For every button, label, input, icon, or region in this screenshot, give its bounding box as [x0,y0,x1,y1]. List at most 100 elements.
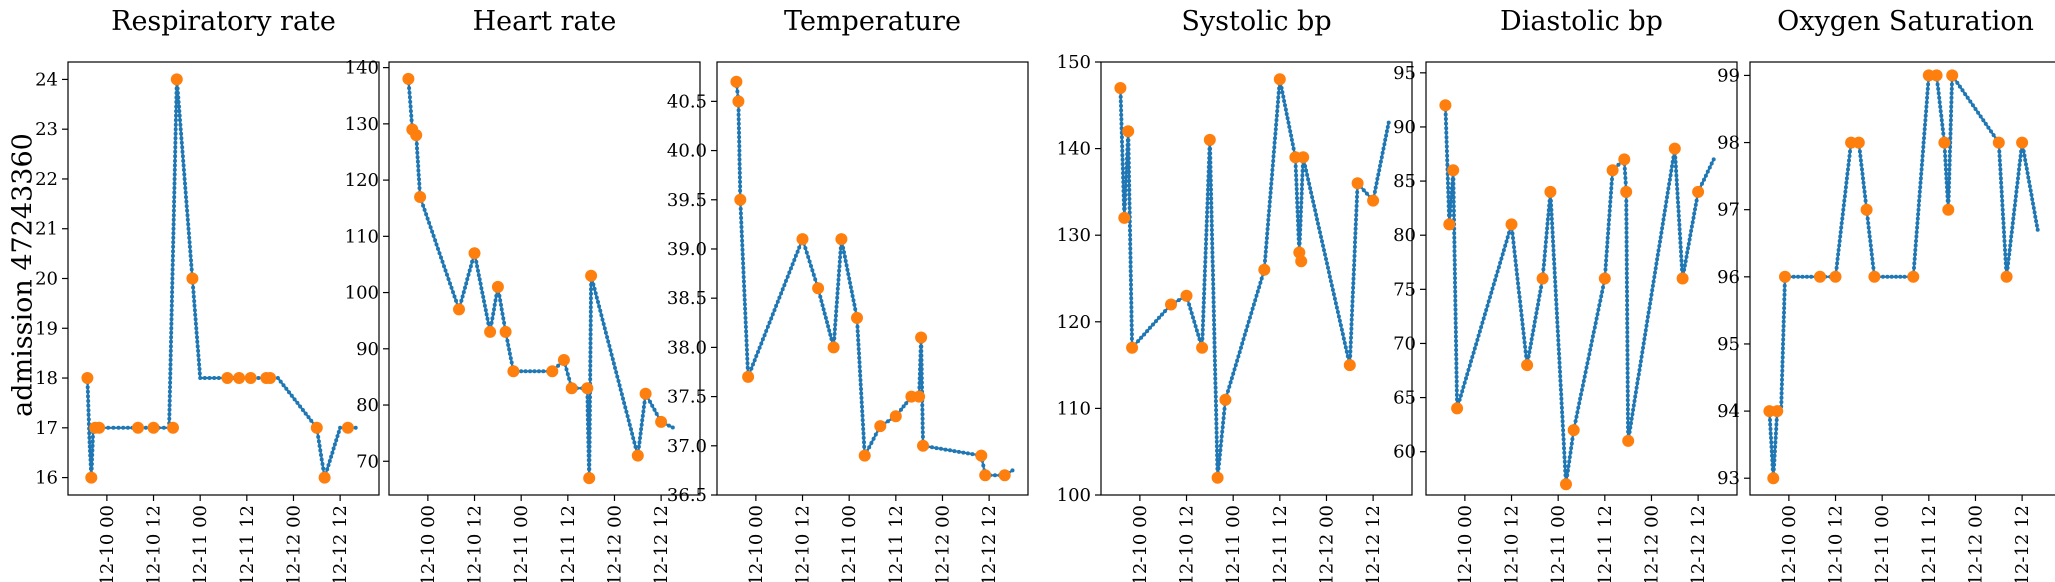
interpolated-point [736,117,741,122]
interpolated-point [616,379,621,383]
interpolated-point [1123,188,1128,193]
interpolated-point [1469,359,1473,364]
interpolated-point [1119,108,1124,113]
interpolated-point [172,181,177,186]
interpolated-point [1205,205,1210,210]
interpolated-point [1563,464,1567,469]
interpolated-point [1902,274,1907,279]
interpolated-point [1840,216,1845,221]
interpolated-point [414,141,419,146]
interpolated-point [567,376,572,381]
interpolated-point [181,163,186,168]
interpolated-point [588,368,593,373]
interpolated-point [1454,361,1459,366]
measured-point [583,472,596,485]
interpolated-point [1584,365,1589,370]
measured-point [414,191,427,203]
interpolated-point [1255,289,1260,294]
interpolated-point [167,416,172,421]
interpolated-point [1779,391,1784,396]
interpolated-point [454,298,458,303]
interpolated-point [615,374,620,379]
y-tick-label: 37.5 [667,387,707,408]
measured-point [1536,272,1549,285]
interpolated-point [1838,230,1843,235]
interpolated-point [2024,162,2028,167]
interpolated-point [846,272,851,277]
measured-point [468,247,481,260]
interpolated-point [1522,340,1527,345]
interpolated-point [858,369,862,374]
interpolated-point [1558,387,1563,392]
y-tick-label: 40.5 [667,91,707,112]
interpolated-point [470,259,475,264]
interpolated-point [466,272,471,277]
interpolated-point [409,113,414,118]
interpolated-point [1625,375,1630,380]
interpolated-point [177,109,182,114]
interpolated-point [183,186,188,190]
interpolated-point [1608,195,1613,200]
measured-point [730,75,743,88]
interpolated-point [1781,342,1785,346]
interpolated-point [483,308,488,313]
interpolated-point [1773,435,1778,440]
interpolated-point [1666,186,1671,191]
interpolated-point [1531,328,1536,333]
interpolated-point [1781,328,1786,333]
interpolated-point [738,211,743,216]
interpolated-point [588,314,593,319]
interpolated-point [1215,448,1219,453]
interpolated-point [603,330,608,335]
interpolated-point [172,195,177,200]
interpolated-point [1922,131,1927,136]
interpolated-point [1448,208,1453,213]
interpolated-point [1625,343,1630,348]
interpolated-point [777,295,782,300]
interpolated-point [1674,178,1679,182]
interpolated-point [1577,401,1582,406]
interpolated-point [1638,363,1643,368]
interpolated-point [1202,287,1207,291]
interpolated-point [170,272,175,276]
interpolated-point [1383,137,1388,142]
measured-point [170,73,183,86]
interpolated-point [197,362,202,367]
interpolated-point [1297,236,1302,241]
interpolated-point [87,435,92,440]
measured-point [889,410,902,423]
interpolated-point [843,259,848,263]
interpolated-point [2001,216,2006,221]
interpolated-point [769,316,774,321]
interpolated-point [1552,266,1557,271]
interpolated-point [1552,257,1556,262]
y-tick-label: 94 [1717,401,1740,422]
interpolated-point [1532,324,1537,329]
interpolated-point [1321,243,1325,248]
interpolated-point [2010,221,2015,226]
interpolated-point [610,357,615,362]
interpolated-point [1378,159,1383,164]
interpolated-point [1557,356,1562,361]
interpolated-point [2026,175,2031,180]
interpolated-point [1858,154,1863,158]
interpolated-point [1128,246,1133,251]
interpolated-point [1608,204,1612,209]
interpolated-point [2015,180,2020,185]
interpolated-point [1279,86,1284,90]
interpolated-point [1343,345,1348,350]
interpolated-point [852,302,857,307]
interpolated-point [1129,287,1133,292]
interpolated-point [1270,163,1275,168]
interpolated-point [2016,176,2020,181]
interpolated-point [1636,376,1640,381]
interpolated-point [607,343,612,348]
measured-point [410,129,423,142]
interpolated-point [1188,306,1193,311]
interpolated-point [1779,382,1784,387]
interpolated-point [86,408,91,413]
interpolated-point [1653,270,1657,275]
measured-point [233,372,246,384]
interpolated-point [1202,282,1207,287]
measured-point [732,95,745,108]
